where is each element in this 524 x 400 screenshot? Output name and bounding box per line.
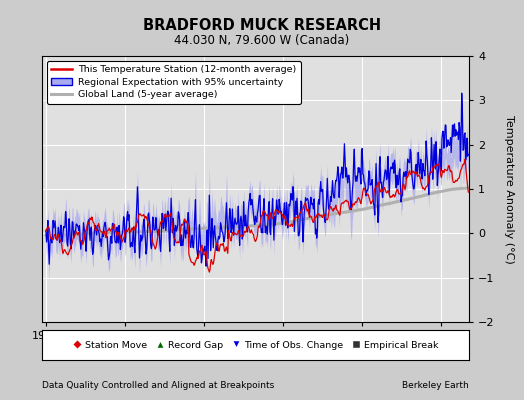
Text: Data Quality Controlled and Aligned at Breakpoints: Data Quality Controlled and Aligned at B… bbox=[42, 382, 274, 390]
Y-axis label: Temperature Anomaly (°C): Temperature Anomaly (°C) bbox=[504, 115, 514, 263]
Legend: This Temperature Station (12-month average), Regional Expectation with 95% uncer: This Temperature Station (12-month avera… bbox=[47, 61, 301, 104]
Text: 44.030 N, 79.600 W (Canada): 44.030 N, 79.600 W (Canada) bbox=[174, 34, 350, 47]
Text: Berkeley Earth: Berkeley Earth bbox=[402, 382, 469, 390]
Text: BRADFORD MUCK RESEARCH: BRADFORD MUCK RESEARCH bbox=[143, 18, 381, 33]
Legend: Station Move, Record Gap, Time of Obs. Change, Empirical Break: Station Move, Record Gap, Time of Obs. C… bbox=[69, 338, 442, 352]
